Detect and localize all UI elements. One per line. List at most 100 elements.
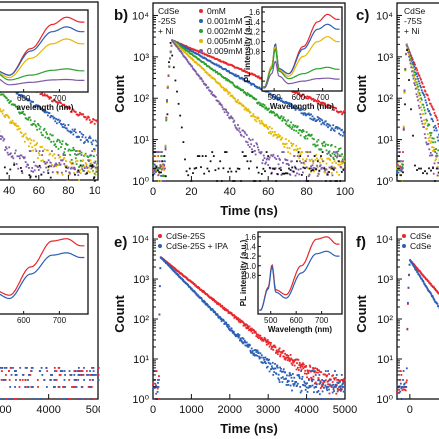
panel-b-inset-ylabel: PL intensity (a.u.) bbox=[243, 15, 252, 82]
panel-b-point-0 bbox=[256, 75, 259, 78]
panel-e-point-1 bbox=[155, 386, 158, 388]
panel-e-point-0 bbox=[283, 358, 286, 360]
panel-b-point-3 bbox=[227, 93, 230, 95]
panel-e-point-1 bbox=[281, 376, 284, 379]
panel-c-letter: c) bbox=[356, 7, 369, 24]
panel-a-point-3 bbox=[79, 169, 81, 172]
panel-d-point-1 bbox=[97, 379, 100, 381]
panel-a-point-1 bbox=[92, 139, 94, 142]
panel-e-point-1 bbox=[315, 386, 318, 388]
panel-e-point-1 bbox=[261, 362, 264, 364]
panel-b-point-1 bbox=[299, 109, 302, 112]
panel-b-point-1 bbox=[327, 126, 329, 129]
panel-d-point-0 bbox=[81, 370, 84, 372]
panel-a-point-1 bbox=[35, 104, 38, 106]
panel-b-point-3 bbox=[263, 125, 266, 128]
panel-b-point-4 bbox=[263, 157, 266, 160]
panel-d-point-1 bbox=[0, 398, 3, 400]
panel-b-irf-point bbox=[246, 160, 249, 163]
panel-e-point-1 bbox=[196, 294, 199, 297]
panel-b-point-0 bbox=[310, 97, 312, 100]
panel-b-point-1 bbox=[152, 166, 155, 169]
panel-a-point-1 bbox=[73, 130, 76, 133]
panel-a-point-2 bbox=[37, 124, 40, 127]
panel-e-point-0 bbox=[260, 337, 263, 339]
panel-b-point-3 bbox=[329, 159, 332, 161]
panel-f-point-0 bbox=[428, 281, 431, 284]
panel-e-point-0 bbox=[319, 387, 322, 390]
panel-a-point-3 bbox=[31, 146, 34, 148]
panel-e-point-1 bbox=[289, 384, 292, 387]
panel-d-point-1 bbox=[61, 398, 64, 400]
panel-e-point-1 bbox=[237, 333, 239, 335]
panel-f-point-1 bbox=[399, 390, 402, 393]
panel-b-point-2 bbox=[272, 110, 275, 113]
panel-b-point-4 bbox=[248, 146, 251, 148]
panel-d-point-1 bbox=[74, 379, 77, 381]
panel-a-point-3 bbox=[15, 125, 18, 127]
panel-b-point-3 bbox=[271, 130, 274, 133]
panel-b-irf-point bbox=[254, 180, 257, 182]
panel-e-inset-xtick-label-0: 500 bbox=[264, 316, 278, 325]
panel-b-irf-point bbox=[238, 167, 241, 170]
panel-b-point-4 bbox=[334, 155, 337, 157]
panel-e-point-1 bbox=[298, 375, 301, 378]
panel-d-point-1 bbox=[90, 374, 93, 376]
panel-e-point-1 bbox=[264, 361, 266, 363]
panel-c-point-2 bbox=[423, 106, 425, 109]
panel-b-irf-point bbox=[296, 160, 298, 163]
panel-e-point-0 bbox=[342, 379, 345, 382]
panel-b-point-3 bbox=[177, 45, 180, 48]
panel-e-point-1 bbox=[152, 388, 154, 391]
panel-c-point-4 bbox=[403, 89, 406, 92]
panel-f-point-1 bbox=[428, 290, 431, 293]
panel-b-point-3 bbox=[261, 121, 264, 124]
panel-d-point-0 bbox=[37, 386, 39, 388]
panel-e-point-0 bbox=[201, 291, 204, 293]
panel-d-point-1 bbox=[80, 374, 83, 376]
panel-b-point-4 bbox=[220, 104, 223, 107]
panel-b-point-2 bbox=[303, 136, 306, 138]
panel-a-point-3 bbox=[22, 135, 25, 138]
panel-a-point-3 bbox=[56, 172, 59, 175]
panel-b-point-3 bbox=[160, 166, 163, 169]
panel-a-point-1 bbox=[16, 92, 19, 95]
panel-d-xtick-label-2: 5000 bbox=[86, 404, 110, 416]
panel-b-point-4 bbox=[231, 117, 234, 120]
panel-f-point-1 bbox=[402, 370, 405, 372]
panel-e-point-1 bbox=[328, 379, 331, 381]
panel-e-point-1 bbox=[241, 337, 244, 339]
panel-e-point-1 bbox=[251, 351, 254, 354]
panel-b-irf-point bbox=[328, 171, 330, 173]
panel-e-point-1 bbox=[267, 359, 270, 362]
panel-d-point-1 bbox=[43, 379, 46, 381]
panel-c-point-0 bbox=[412, 60, 415, 63]
panel-c-point-4 bbox=[433, 162, 436, 165]
panel-b-point-3 bbox=[335, 171, 338, 174]
panel-e-point-0 bbox=[316, 368, 319, 370]
panel-a-point-1 bbox=[32, 101, 34, 103]
panel-f-point-1 bbox=[430, 293, 433, 296]
panel-a-point-2 bbox=[51, 134, 54, 137]
panel-e-point-1 bbox=[259, 356, 261, 359]
panel-b-point-2 bbox=[302, 129, 304, 131]
panel-a-point-3 bbox=[48, 153, 51, 156]
panel-e-point-1 bbox=[277, 377, 280, 380]
panel-b-irf-point bbox=[275, 180, 278, 182]
panel-f-point-1 bbox=[413, 266, 416, 268]
panel-e-point-1 bbox=[255, 351, 258, 353]
panel-c-point-0 bbox=[418, 74, 421, 77]
panel-a-inset-series-2 bbox=[0, 38, 85, 79]
panel-b-point-3 bbox=[254, 118, 256, 121]
panel-c-point-4 bbox=[431, 154, 434, 157]
panel-c-point-1 bbox=[437, 139, 439, 142]
panel-e-point-0 bbox=[318, 370, 321, 373]
panel-c-irf-point bbox=[400, 174, 402, 177]
panel-e-point-0 bbox=[329, 384, 332, 387]
panel-e-point-0 bbox=[249, 327, 252, 330]
panel-b-point-0 bbox=[316, 100, 318, 103]
panel-a-point-0 bbox=[42, 94, 45, 97]
panel-b-point-3 bbox=[304, 150, 307, 153]
panel-b-point-1 bbox=[324, 120, 327, 123]
panel-e-point-0 bbox=[238, 320, 240, 323]
